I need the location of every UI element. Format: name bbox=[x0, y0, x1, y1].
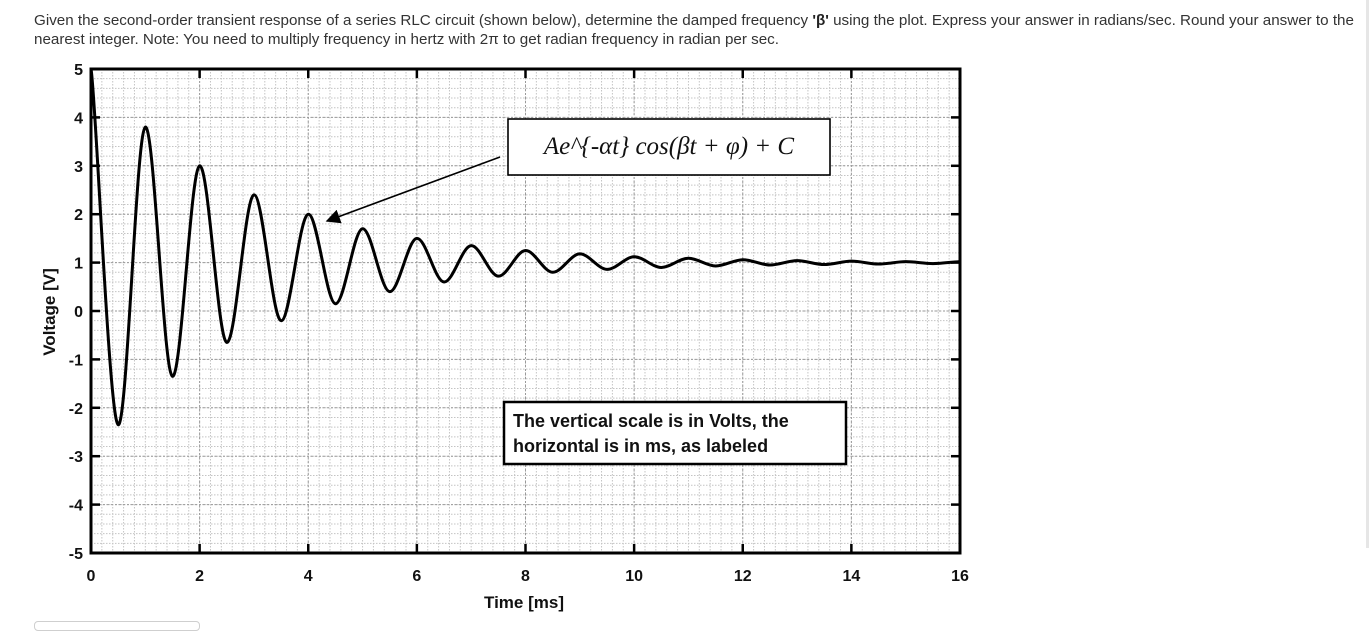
y-tick-label: 2 bbox=[74, 207, 83, 224]
x-tick-label: 12 bbox=[734, 568, 752, 585]
scale-note-line-2: horizontal is in ms, as labeled bbox=[513, 436, 768, 456]
answer-input[interactable] bbox=[34, 621, 200, 631]
question-text: Given the second-order transient respons… bbox=[34, 11, 1366, 49]
voltage-series-line bbox=[89, 68, 961, 427]
y-tick-label: 0 bbox=[74, 304, 83, 321]
x-tick-label: 8 bbox=[521, 568, 530, 585]
question-part-1: Given the second-order transient respons… bbox=[34, 12, 813, 29]
x-axis-label: Time [ms] bbox=[484, 593, 564, 612]
page-edge bbox=[1366, 0, 1369, 548]
x-tick-label: 14 bbox=[842, 568, 860, 585]
y-axis-label: Voltage [V] bbox=[40, 268, 59, 356]
x-tick-labels: 0 2 4 6 8 10 12 14 16 bbox=[87, 568, 969, 585]
y-tick-label: 1 bbox=[74, 256, 83, 273]
y-tick-label: -4 bbox=[69, 498, 83, 515]
plot-frame bbox=[89, 67, 962, 555]
x-tick-label: 16 bbox=[951, 568, 969, 585]
beta-symbol: 'β' bbox=[812, 12, 829, 29]
scale-note-line-1: The vertical scale is in Volts, the bbox=[513, 411, 789, 431]
y-tick-label: -2 bbox=[69, 401, 83, 418]
formula-box bbox=[507, 118, 831, 176]
y-tick-label: 3 bbox=[74, 159, 83, 176]
scale-note-box bbox=[502, 400, 848, 466]
question-part-2: using the plot. Express your answer in r… bbox=[34, 12, 1354, 48]
y-tick-label: -5 bbox=[69, 546, 83, 563]
y-tick-label: -1 bbox=[69, 352, 83, 369]
y-tick-label: 4 bbox=[74, 110, 83, 127]
scale-note: The vertical scale is in Volts, the hori… bbox=[502, 400, 848, 466]
x-tick-label: 2 bbox=[195, 568, 204, 585]
y-tick-labels: -5 -4 -3 -2 -1 0 1 2 3 4 5 bbox=[69, 62, 83, 563]
formula-text: Ae^{-αt} cos(βt + φ) + C bbox=[542, 133, 794, 160]
x-tick-label: 0 bbox=[87, 568, 96, 585]
y-tick-label: -3 bbox=[69, 449, 83, 466]
formula-arrow bbox=[325, 156, 501, 224]
x-tick-label: 10 bbox=[625, 568, 643, 585]
x-tick-label: 6 bbox=[412, 568, 421, 585]
formula-annotation: Ae^{-αt} cos(βt + φ) + C bbox=[325, 118, 831, 224]
y-tick-label: 5 bbox=[74, 62, 83, 79]
x-tick-label: 4 bbox=[304, 568, 313, 585]
